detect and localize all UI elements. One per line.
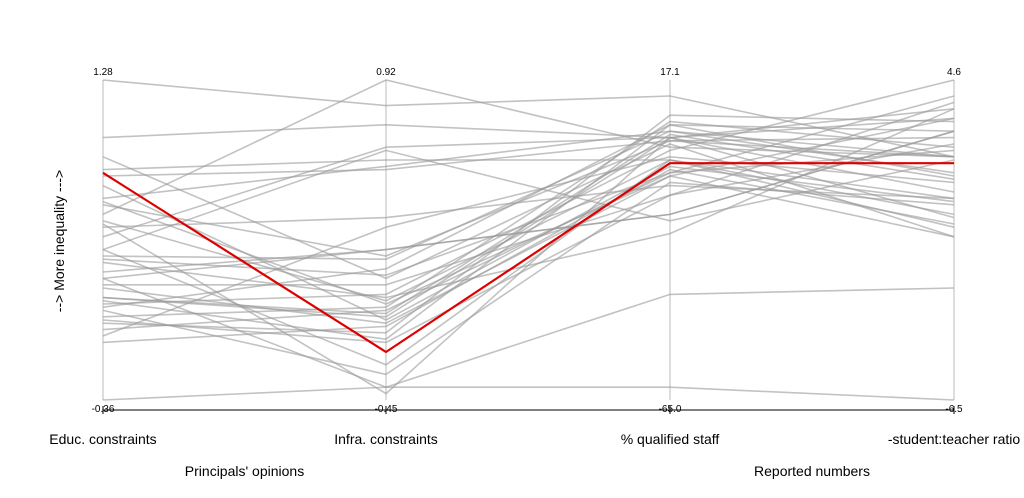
data-line: [102, 277, 955, 401]
data-line: [102, 139, 955, 257]
axis-group-label: Reported numbers: [754, 463, 870, 479]
axis-min-label: -0.45: [375, 404, 398, 415]
data-line: [102, 79, 955, 216]
data-line: [102, 287, 955, 401]
axis-max-label: 0.92: [376, 67, 396, 78]
data-line: [102, 108, 955, 299]
axis-min-label: -6.5: [945, 404, 963, 415]
data-line: [102, 136, 955, 238]
data-line: [102, 123, 955, 341]
axis-min-label: -65.0: [659, 404, 682, 415]
axis-name-label: -student:teacher ratio: [888, 431, 1021, 447]
axis-max-label: 1.28: [93, 67, 113, 78]
data-line: [102, 159, 955, 200]
axis-name-label: Educ. constraints: [49, 431, 156, 447]
data-line: [102, 133, 955, 315]
data-line: [102, 168, 955, 344]
data-line: [102, 181, 955, 376]
data-line: [102, 79, 955, 158]
axes-layer: [102, 80, 955, 414]
data-line: [102, 117, 955, 305]
data-line: [102, 184, 955, 228]
axis-name-label: % qualified staff: [621, 431, 720, 447]
data-line: [102, 123, 955, 308]
lines-layer: [102, 79, 955, 401]
data-line: [102, 136, 955, 177]
highlight-line: [102, 162, 954, 354]
axis-group-label: Principals' opinions: [185, 463, 304, 479]
labels-layer: 1.28 -0.36 Educ. constraints 0.92 -0.45 Infra…: [49, 67, 1020, 479]
data-line: [102, 159, 955, 366]
data-line: [102, 143, 955, 280]
data-line: [102, 155, 955, 337]
data-line: [102, 101, 955, 344]
data-line: [102, 130, 955, 261]
axis-max-label: 17.1: [660, 67, 680, 78]
data-line: [102, 120, 955, 318]
data-line: [102, 79, 955, 305]
axis-name-label: Infra. constraints: [334, 431, 438, 447]
y-axis-label: --> More inequality --->: [51, 170, 67, 312]
axis-min-label: -0.36: [92, 404, 115, 415]
highlight-layer: [102, 162, 954, 354]
data-line: [102, 123, 955, 193]
axis-max-label: 4.6: [947, 67, 961, 78]
